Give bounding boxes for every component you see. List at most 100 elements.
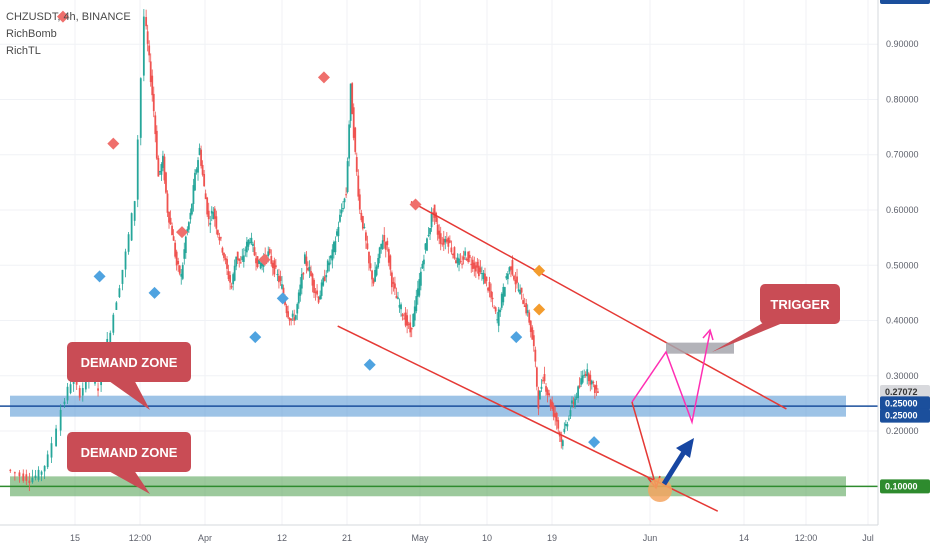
candle-body — [197, 160, 199, 173]
buy-signal-marker — [148, 286, 161, 299]
y-tick-label: 0.70000 — [886, 150, 919, 160]
candle-body — [482, 272, 485, 280]
candle-body — [355, 157, 358, 172]
candle-body — [255, 258, 257, 264]
candle-body — [520, 287, 523, 293]
candle-body — [148, 45, 151, 56]
candle-body — [127, 234, 130, 252]
candle-body — [467, 251, 470, 262]
candle-body — [291, 313, 294, 317]
candle-body — [180, 273, 183, 277]
candle-body — [551, 401, 554, 409]
y-tick-label: 0.20000 — [886, 426, 919, 436]
candle-body — [236, 251, 239, 260]
candle-body — [462, 256, 465, 260]
candle-body — [526, 310, 529, 313]
x-tick-label: 19 — [547, 533, 557, 543]
y-tick-label: 0.40000 — [886, 316, 919, 326]
candle-body — [386, 240, 389, 246]
x-tick-label: May — [411, 533, 429, 543]
candle-body — [109, 332, 112, 343]
indicator-richtl: RichTL — [6, 45, 41, 57]
candle-body — [235, 256, 238, 267]
candle-body — [503, 287, 506, 297]
candle-body — [28, 480, 31, 483]
candle-body — [34, 475, 37, 478]
candle-body — [332, 242, 335, 253]
candle-body — [525, 303, 528, 314]
candle-body — [136, 139, 139, 200]
price-tag-bg — [880, 384, 930, 399]
candle-body — [413, 306, 416, 321]
price-axis-bg — [878, 0, 932, 550]
trigger-callout-label: TRIGGER — [770, 297, 830, 312]
candle-body — [337, 226, 340, 237]
candle-body — [178, 265, 181, 274]
candle-body — [354, 127, 357, 152]
x-tick-label: 12 — [277, 533, 287, 543]
candle-body — [230, 286, 233, 288]
x-tick-label: 12:00 — [795, 533, 818, 543]
candle-body — [270, 255, 273, 264]
candle-body — [580, 378, 583, 385]
candle-body — [242, 255, 245, 262]
candle-body — [514, 279, 517, 285]
candle-body — [218, 237, 221, 241]
candle-body — [198, 147, 201, 155]
candle-body — [9, 469, 12, 471]
candle-body — [145, 17, 148, 27]
candle-body — [158, 171, 161, 173]
candle-body — [118, 288, 121, 298]
candle-body — [259, 262, 262, 269]
candle-body — [448, 240, 451, 243]
candle-body — [124, 251, 127, 270]
y-tick-label: 0.90000 — [886, 39, 919, 49]
candle-body — [299, 284, 302, 296]
candle-body — [63, 401, 66, 404]
candle-body — [574, 398, 576, 406]
candle-body — [194, 172, 196, 191]
candle-body — [519, 289, 521, 294]
candle-body — [513, 275, 515, 280]
candle-body — [142, 16, 145, 76]
candle-body — [268, 249, 271, 254]
candle-body — [157, 158, 160, 177]
candle-body — [233, 265, 236, 281]
candle-body — [371, 270, 373, 280]
candle-body — [279, 276, 282, 281]
candle-body — [522, 300, 525, 304]
sell-signal-marker — [409, 198, 422, 211]
candle-body — [383, 235, 386, 242]
price-tag-bg — [880, 396, 930, 411]
candle-body — [13, 472, 16, 474]
sell-signal-marker — [176, 226, 188, 239]
candle-body — [496, 319, 499, 321]
candle-body — [539, 390, 541, 400]
buy-signal-marker — [249, 331, 262, 344]
candle-body — [593, 385, 596, 394]
candle-body — [468, 254, 471, 258]
candle-body — [40, 471, 43, 475]
candle-body — [50, 443, 53, 458]
candlesticks — [9, 9, 599, 492]
candle-body — [300, 274, 303, 289]
candle-body — [595, 384, 598, 390]
candle-body — [162, 155, 164, 168]
demand-zone-callout-2-label: DEMAND ZONE — [81, 445, 178, 460]
candle-body — [340, 209, 343, 214]
candle-body — [267, 251, 270, 256]
candle-body — [387, 249, 390, 263]
price-tag-label: 0.25000 — [885, 398, 918, 408]
candle-body — [586, 369, 589, 377]
candle-body — [336, 231, 338, 236]
candle-body — [281, 284, 283, 289]
candle-body — [303, 254, 306, 264]
demand-zones — [0, 395, 878, 497]
candle-body — [22, 473, 25, 481]
blue-arrowhead — [676, 438, 694, 458]
candle-body — [288, 317, 291, 321]
candle-body — [416, 288, 419, 297]
candle-body — [37, 469, 40, 480]
candle-body — [168, 211, 170, 223]
candle-body — [133, 201, 136, 221]
